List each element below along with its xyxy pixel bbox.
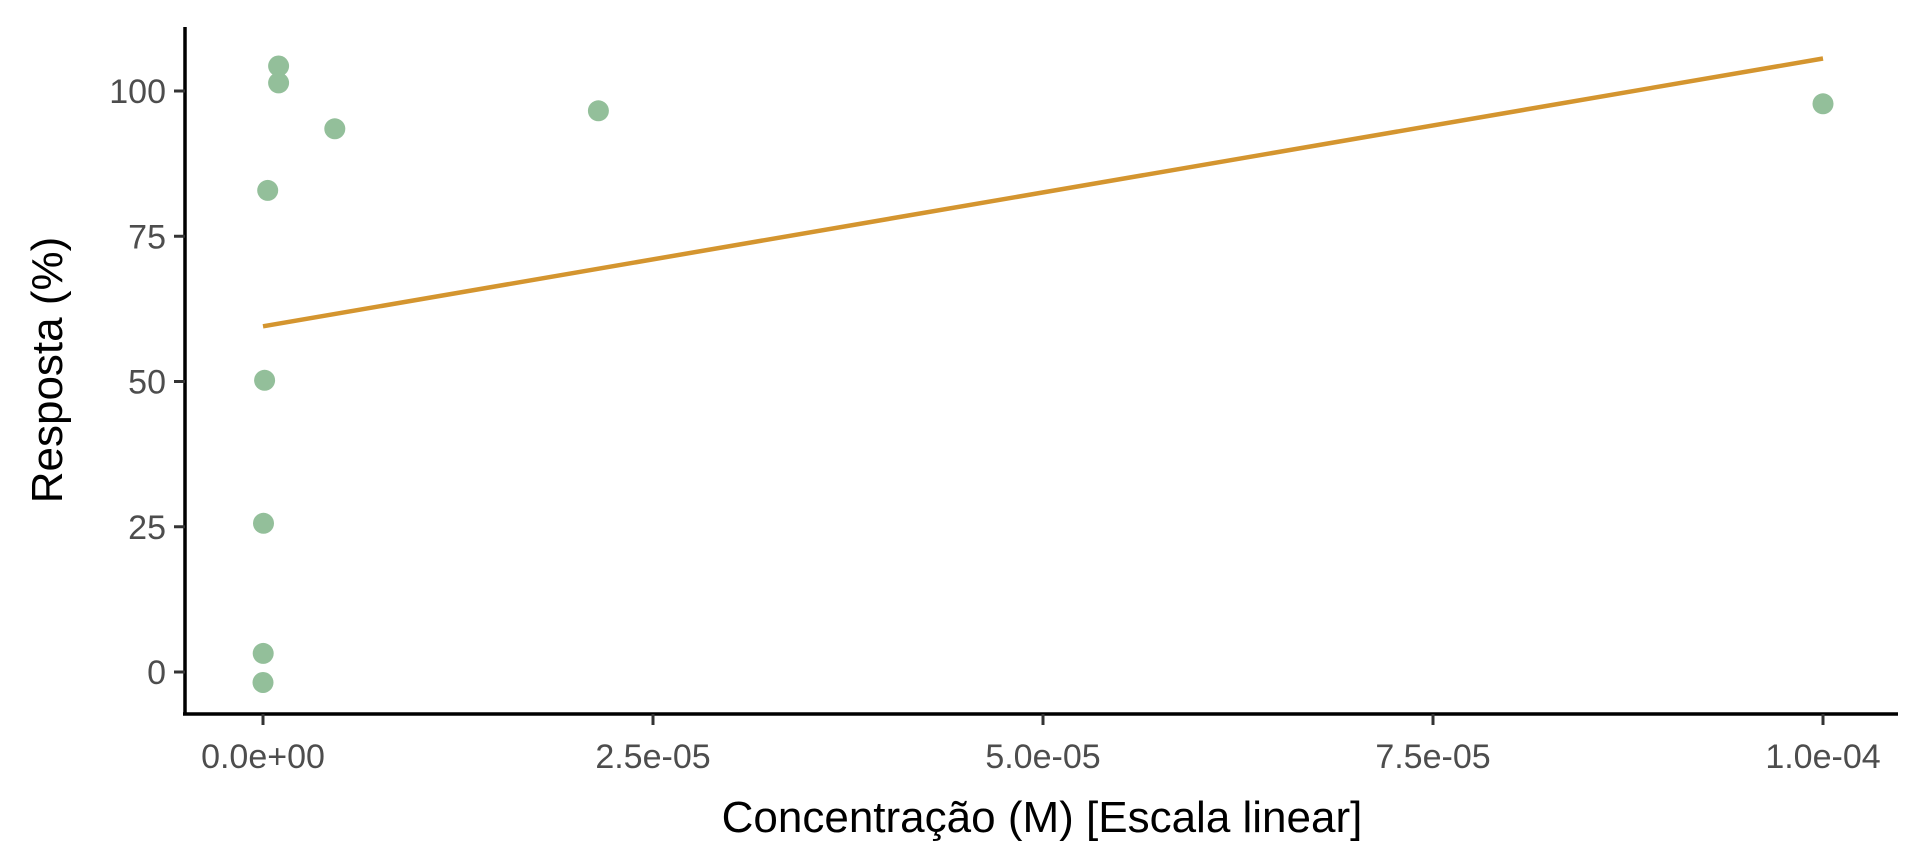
trend-line: [262, 56, 1824, 329]
y-tick-label: 75: [128, 218, 166, 256]
data-point: [1812, 93, 1834, 115]
plot-area: [252, 55, 1834, 693]
x-tick-label: 0.0e+00: [201, 738, 325, 776]
data-point: [587, 100, 609, 122]
x-tick-label: 1.0e-04: [1765, 738, 1880, 776]
data-point: [324, 118, 346, 140]
x-tick-label: 2.5e-05: [595, 738, 710, 776]
data-point: [257, 179, 279, 201]
data-point: [252, 672, 274, 693]
x-tick-label: 5.0e-05: [985, 738, 1100, 776]
x-ticks: 0.0e+00 2.5e-05 5.0e-05 7.5e-05 1.0e-04: [201, 714, 1881, 776]
y-tick-label: 50: [128, 364, 166, 402]
data-point: [254, 369, 276, 391]
data-point: [253, 512, 274, 534]
y-tick-label: 100: [109, 73, 166, 111]
data-point: [252, 642, 274, 664]
x-axis-title: Concentração (M) [Escala linear]: [722, 793, 1363, 842]
y-ticks: 0 25 50 75 100: [109, 73, 185, 692]
x-tick-label: 7.5e-05: [1375, 738, 1490, 776]
data-point: [268, 72, 290, 94]
axes: [183, 27, 1898, 716]
y-tick-label: 25: [128, 509, 166, 547]
y-axis-title: Resposta (%): [23, 237, 72, 504]
data-point: [268, 55, 290, 77]
y-tick-label: 0: [147, 654, 166, 692]
